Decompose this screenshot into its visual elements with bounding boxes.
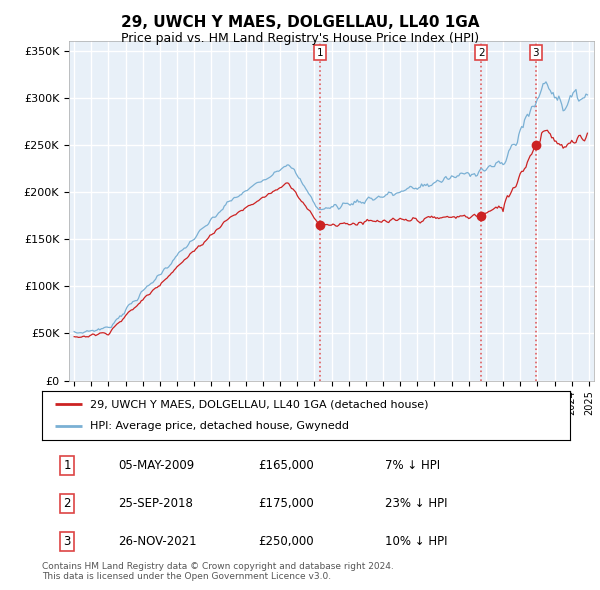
Text: 2: 2	[478, 48, 485, 58]
Text: 3: 3	[532, 48, 539, 58]
Text: Price paid vs. HM Land Registry's House Price Index (HPI): Price paid vs. HM Land Registry's House …	[121, 32, 479, 45]
Text: 1: 1	[317, 48, 323, 58]
Text: £165,000: £165,000	[259, 459, 314, 472]
Text: 29, UWCH Y MAES, DOLGELLAU, LL40 1GA (detached house): 29, UWCH Y MAES, DOLGELLAU, LL40 1GA (de…	[89, 399, 428, 409]
Text: 23% ↓ HPI: 23% ↓ HPI	[385, 497, 448, 510]
Text: £175,000: £175,000	[259, 497, 314, 510]
Text: 25-SEP-2018: 25-SEP-2018	[119, 497, 193, 510]
Text: 26-NOV-2021: 26-NOV-2021	[119, 535, 197, 548]
Text: 2: 2	[64, 497, 71, 510]
Text: Contains HM Land Registry data © Crown copyright and database right 2024.
This d: Contains HM Land Registry data © Crown c…	[42, 562, 394, 581]
Text: HPI: Average price, detached house, Gwynedd: HPI: Average price, detached house, Gwyn…	[89, 421, 349, 431]
Text: 10% ↓ HPI: 10% ↓ HPI	[385, 535, 448, 548]
Text: 7% ↓ HPI: 7% ↓ HPI	[385, 459, 440, 472]
Text: 1: 1	[64, 459, 71, 472]
Text: 05-MAY-2009: 05-MAY-2009	[119, 459, 195, 472]
Text: £250,000: £250,000	[259, 535, 314, 548]
Text: 3: 3	[64, 535, 71, 548]
Text: 29, UWCH Y MAES, DOLGELLAU, LL40 1GA: 29, UWCH Y MAES, DOLGELLAU, LL40 1GA	[121, 15, 479, 30]
